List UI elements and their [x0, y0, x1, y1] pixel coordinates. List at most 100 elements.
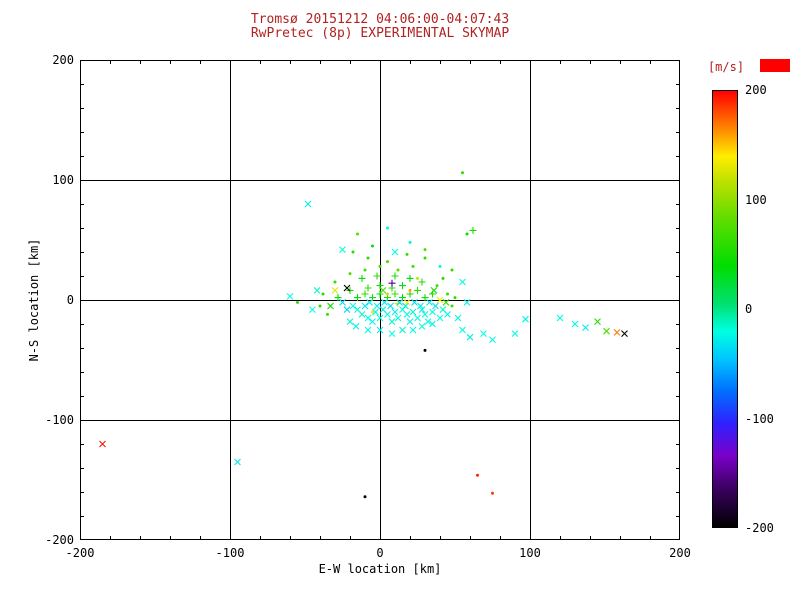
data-point: [430, 287, 438, 294]
y-tick-label: 200: [52, 53, 74, 67]
data-point: [363, 495, 367, 499]
data-point: [417, 302, 424, 310]
data-point: [423, 348, 427, 352]
data-point: [394, 314, 402, 322]
data-point: [386, 292, 389, 296]
data-point: [99, 440, 106, 448]
data-points: [99, 171, 628, 499]
data-point: [405, 252, 409, 256]
data-point: [333, 280, 337, 284]
data-point: [391, 272, 399, 280]
data-point: [441, 276, 445, 280]
data-point: [358, 274, 366, 282]
data-point: [444, 311, 451, 318]
plot-area: [80, 60, 680, 540]
data-point: [396, 299, 403, 306]
data-point: [309, 306, 316, 313]
data-point: [418, 323, 426, 330]
data-point: [313, 287, 321, 294]
data-point: [511, 330, 519, 337]
data-point: [373, 302, 381, 310]
data-point: [411, 299, 418, 306]
y-tick-label: 0: [66, 293, 74, 307]
data-point: [399, 326, 406, 334]
data-point: [603, 327, 610, 335]
data-point: [321, 292, 325, 296]
data-point: [582, 324, 589, 331]
data-point: [343, 306, 351, 313]
data-point: [379, 287, 387, 294]
data-point: [372, 308, 379, 316]
data-point: [435, 284, 439, 288]
colorbar-saturation-box: [760, 59, 790, 72]
data-point: [438, 264, 442, 268]
data-point: [364, 326, 372, 334]
data-point: [409, 326, 417, 334]
data-point: [489, 336, 496, 343]
data-point: [339, 299, 346, 306]
data-point: [386, 226, 389, 230]
data-point: [364, 314, 372, 322]
data-point: [459, 326, 466, 334]
data-point: [466, 333, 474, 341]
data-point: [349, 302, 357, 310]
y-tick-label: -200: [45, 533, 74, 547]
data-point: [384, 311, 391, 318]
data-point: [406, 274, 414, 282]
data-point: [411, 264, 415, 268]
data-point: [388, 330, 396, 337]
data-point: [571, 320, 579, 328]
data-point: [450, 304, 454, 308]
data-point: [387, 302, 394, 310]
data-point: [418, 278, 426, 286]
data-point: [424, 318, 432, 325]
data-point: [339, 246, 346, 253]
data-point: [403, 299, 411, 306]
data-point: [556, 314, 564, 322]
colorbar-tick-label: -100: [745, 411, 774, 426]
colorbar-tick-label: 0: [745, 302, 753, 316]
y-tick-label: -100: [45, 413, 74, 427]
plot-border: [80, 60, 680, 540]
x-tick-label: -200: [65, 546, 95, 560]
data-point: [378, 264, 382, 268]
data-point: [366, 299, 373, 306]
data-point: [408, 240, 412, 244]
data-point: [361, 302, 369, 310]
data-point: [346, 318, 354, 325]
data-point: [348, 272, 352, 276]
chart-subtitle: RwPretec (8p) EXPERIMENTAL SKYMAP: [250, 26, 510, 41]
data-point: [476, 473, 479, 477]
data-point: [327, 302, 334, 310]
data-point: [399, 282, 406, 290]
data-point: [421, 311, 429, 318]
data-point: [446, 292, 449, 296]
data-point: [436, 314, 444, 322]
data-point: [414, 286, 421, 294]
data-point: [450, 268, 454, 272]
data-point: [421, 294, 429, 302]
data-point: [366, 256, 370, 260]
y-tick-label: 100: [52, 173, 74, 187]
data-point: [408, 288, 412, 292]
data-point: [621, 330, 628, 337]
data-point: [409, 308, 417, 316]
data-point: [454, 314, 462, 322]
data-point: [459, 278, 466, 286]
data-point: [371, 244, 374, 248]
data-point: [391, 248, 399, 256]
data-point: [391, 308, 399, 316]
data-point: [286, 293, 294, 300]
colorbar-tick-label: -200: [745, 521, 774, 535]
data-point: [352, 323, 360, 330]
data-point: [406, 318, 414, 325]
data-point: [358, 311, 366, 318]
data-point: [326, 312, 329, 316]
data-point: [234, 458, 241, 466]
data-point: [432, 302, 439, 310]
data-point: [469, 226, 477, 234]
data-point: [465, 232, 469, 236]
data-point: [414, 314, 421, 322]
data-point: [429, 308, 436, 316]
